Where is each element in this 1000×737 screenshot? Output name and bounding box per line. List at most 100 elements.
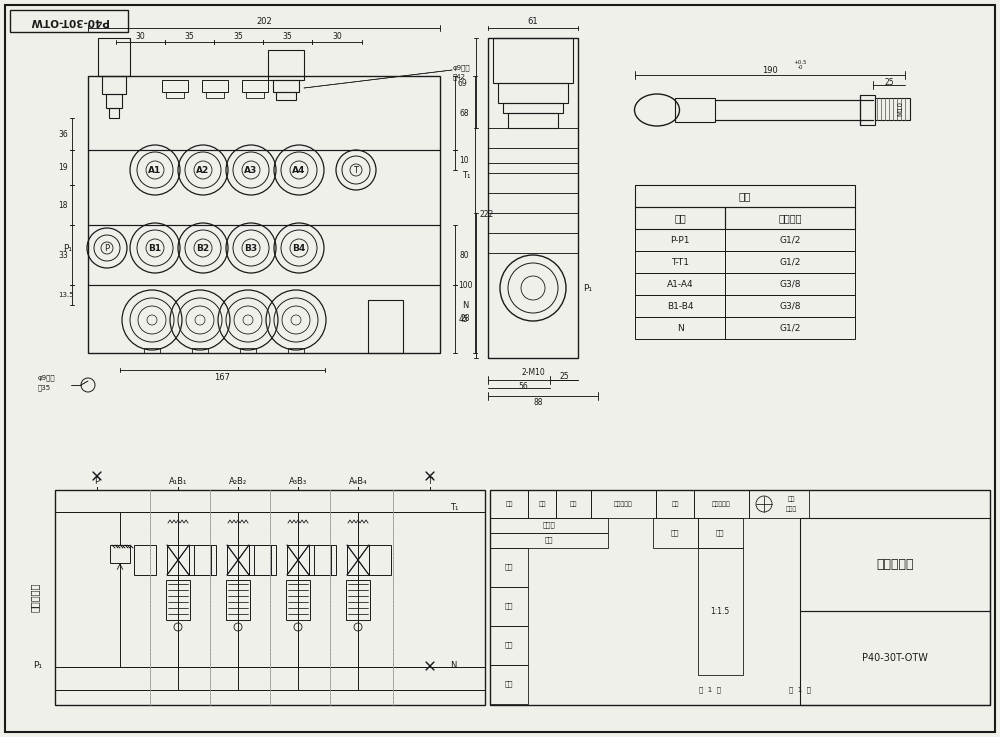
Text: N: N: [677, 324, 683, 332]
Text: 螺纹规格: 螺纹规格: [778, 213, 802, 223]
Bar: [202, 80, 228, 92]
Text: P40-30T-OTW: P40-30T-OTW: [30, 16, 108, 26]
Text: G3/8: G3/8: [779, 301, 801, 310]
Text: 56: 56: [518, 382, 528, 391]
Bar: [368, 300, 403, 353]
Text: 13.5: 13.5: [58, 292, 74, 298]
Text: P₁: P₁: [583, 284, 592, 293]
Text: 标准化: 标准化: [543, 522, 555, 528]
Text: A1-A4: A1-A4: [667, 279, 693, 288]
Bar: [725, 273, 855, 295]
Bar: [725, 295, 855, 317]
Bar: [273, 80, 299, 92]
Bar: [288, 348, 304, 353]
Text: A₂B₂: A₂B₂: [229, 478, 247, 486]
Text: G3/8: G3/8: [779, 279, 801, 288]
Bar: [698, 548, 743, 675]
Text: +0.5
-0: +0.5 -0: [793, 60, 807, 71]
Bar: [268, 50, 304, 80]
Text: T: T: [428, 478, 432, 486]
Bar: [254, 545, 276, 575]
Bar: [508, 113, 558, 128]
Bar: [10, 10, 128, 32]
Bar: [226, 580, 250, 620]
Bar: [249, 545, 271, 575]
Text: 高42: 高42: [453, 74, 466, 80]
Text: B1-B4: B1-B4: [667, 301, 693, 310]
Text: 25: 25: [884, 77, 894, 86]
Text: 35: 35: [234, 32, 243, 41]
Text: 阀体: 阀体: [739, 191, 751, 201]
Text: 批准: 批准: [545, 537, 553, 543]
Text: P: P: [104, 243, 110, 253]
Text: T₁: T₁: [462, 170, 470, 180]
Text: 2-M10: 2-M10: [521, 368, 545, 377]
Bar: [528, 490, 556, 518]
Bar: [490, 533, 608, 548]
Bar: [166, 580, 190, 620]
Text: 190: 190: [762, 66, 778, 74]
Bar: [656, 490, 694, 518]
Text: B2: B2: [196, 243, 210, 253]
Bar: [800, 611, 990, 705]
Text: 88: 88: [533, 397, 543, 407]
Text: 液压原理图: 液压原理图: [30, 582, 40, 612]
Text: P₁: P₁: [63, 243, 72, 253]
Bar: [694, 490, 749, 518]
Text: N: N: [462, 301, 468, 310]
Text: A2: A2: [196, 166, 210, 175]
Text: 80: 80: [459, 251, 469, 259]
Text: 分区: 分区: [569, 501, 577, 507]
Text: T: T: [354, 166, 358, 175]
Text: B1: B1: [148, 243, 162, 253]
Bar: [106, 94, 122, 108]
Text: A₁B₁: A₁B₁: [169, 478, 187, 486]
Bar: [860, 95, 875, 125]
Bar: [591, 490, 656, 518]
Text: 35: 35: [283, 32, 292, 41]
Text: 35: 35: [185, 32, 194, 41]
Bar: [635, 251, 725, 273]
Text: 28: 28: [460, 313, 470, 323]
Text: N: N: [450, 660, 456, 669]
Text: 审核: 审核: [505, 642, 513, 649]
Text: 共  1  张: 共 1 张: [699, 687, 721, 694]
Bar: [109, 108, 119, 118]
Text: M10: M10: [897, 100, 903, 116]
Bar: [55, 490, 485, 705]
Bar: [194, 545, 216, 575]
Text: 类型: 类型: [787, 496, 795, 502]
Bar: [556, 490, 591, 518]
Bar: [110, 545, 130, 563]
Bar: [490, 518, 608, 533]
Text: 30: 30: [136, 32, 145, 41]
Bar: [98, 38, 130, 76]
Text: 比例: 比例: [716, 530, 724, 537]
Text: 19: 19: [58, 163, 68, 172]
Bar: [653, 518, 698, 548]
Text: 图样文件号: 图样文件号: [614, 501, 632, 507]
Bar: [490, 665, 528, 704]
Bar: [635, 207, 725, 229]
Bar: [240, 348, 256, 353]
Text: 工艺: 工艺: [505, 681, 513, 688]
Bar: [749, 490, 809, 518]
Text: 接口: 接口: [674, 213, 686, 223]
Text: 版本号: 版本号: [785, 506, 797, 511]
Bar: [490, 490, 528, 518]
Bar: [490, 548, 528, 587]
Text: 222: 222: [479, 210, 493, 219]
Text: 167: 167: [214, 372, 230, 382]
Text: P-P1: P-P1: [670, 236, 690, 245]
Bar: [287, 545, 309, 575]
Text: 100: 100: [458, 281, 473, 290]
Bar: [635, 295, 725, 317]
Bar: [698, 518, 743, 548]
Bar: [635, 317, 725, 339]
Text: 四联多路阀: 四联多路阀: [876, 557, 914, 570]
Text: G1/2: G1/2: [779, 324, 801, 332]
Bar: [488, 38, 578, 358]
Bar: [369, 545, 391, 575]
Bar: [635, 273, 725, 295]
Text: 36: 36: [58, 130, 68, 139]
